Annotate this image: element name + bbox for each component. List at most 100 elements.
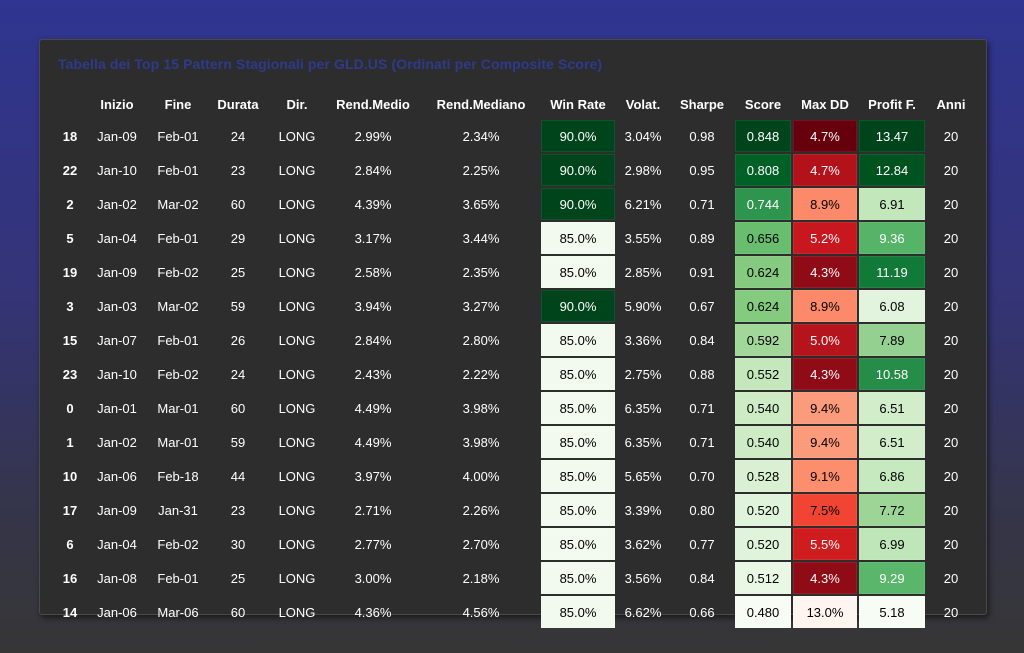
profit-factor-cell: 6.51 xyxy=(858,426,926,458)
duration-cell: 44 xyxy=(230,468,246,484)
score-cell-value: 0.512 xyxy=(735,562,791,594)
years-cell: 20 xyxy=(943,366,959,382)
direction-cell: LONG xyxy=(278,366,316,382)
win-rate-cell-value: 85.0% xyxy=(541,528,615,560)
profit-factor-cell-value: 7.72 xyxy=(859,494,925,526)
row-index: 23 xyxy=(62,366,78,382)
duration-cell: 25 xyxy=(230,264,246,280)
mean-return-cell: 2.71% xyxy=(354,502,392,518)
win-rate-cell-value: 90.0% xyxy=(541,188,615,220)
direction-cell: LONG xyxy=(278,536,316,552)
score-cell: 0.848 xyxy=(734,120,792,152)
win-rate-cell: 90.0% xyxy=(540,154,616,186)
col-header-direction: Dir. xyxy=(286,96,308,112)
max-dd-cell-value: 5.0% xyxy=(793,324,857,356)
end-cell: Mar-06 xyxy=(157,604,199,620)
profit-factor-cell-value: 13.47 xyxy=(859,120,925,152)
row-index: 16 xyxy=(62,570,78,586)
years-cell: 20 xyxy=(943,502,959,518)
table-row: 2 Jan-02 Mar-02 60 LONG 4.39% 3.65% 90.0% 6.21% 0… xyxy=(56,188,976,220)
score-cell: 0.528 xyxy=(734,460,792,492)
col-header-years: Anni xyxy=(936,96,966,112)
profit-factor-cell-value: 10.58 xyxy=(859,358,925,390)
years-cell: 20 xyxy=(943,264,959,280)
mean-return-cell: 2.99% xyxy=(354,128,392,144)
sharpe-cell: 0.71 xyxy=(689,400,715,416)
win-rate-cell-value: 85.0% xyxy=(541,426,615,458)
profit-factor-cell: 9.36 xyxy=(858,222,926,254)
volatility-cell: 2.85% xyxy=(624,264,662,280)
table-row: 3 Jan-03 Mar-02 59 LONG 3.94% 3.27% 90.0% 5.90% 0… xyxy=(56,290,976,322)
score-cell-value: 0.656 xyxy=(735,222,791,254)
profit-factor-cell-value: 6.86 xyxy=(859,460,925,492)
direction-cell: LONG xyxy=(278,196,316,212)
end-cell: Jan-31 xyxy=(158,502,198,518)
max-dd-cell: 5.5% xyxy=(792,528,858,560)
duration-cell: 29 xyxy=(230,230,246,246)
table-row: 6 Jan-04 Feb-02 30 LONG 2.77% 2.70% 85.0% 3.62% 0… xyxy=(56,528,976,560)
win-rate-cell-value: 90.0% xyxy=(541,120,615,152)
score-cell-value: 0.744 xyxy=(735,188,791,220)
score-cell-value: 0.528 xyxy=(735,460,791,492)
max-dd-cell: 4.3% xyxy=(792,358,858,390)
median-return-cell: 2.35% xyxy=(462,264,500,280)
mean-return-cell: 4.36% xyxy=(354,604,392,620)
win-rate-cell: 85.0% xyxy=(540,494,616,526)
max-dd-cell-value: 9.4% xyxy=(793,392,857,424)
profit-factor-cell-value: 9.36 xyxy=(859,222,925,254)
start-cell: Jan-09 xyxy=(97,264,137,280)
median-return-cell: 3.98% xyxy=(462,400,500,416)
score-cell-value: 0.592 xyxy=(735,324,791,356)
max-dd-cell: 5.0% xyxy=(792,324,858,356)
score-cell: 0.520 xyxy=(734,528,792,560)
score-cell-value: 0.848 xyxy=(735,120,791,152)
header-row: Inizio Fine Durata Dir. Rend.Medio Rend.… xyxy=(56,90,976,118)
start-cell: Jan-10 xyxy=(97,162,137,178)
max-dd-cell: 9.4% xyxy=(792,426,858,458)
col-header-max-dd: Max DD xyxy=(801,96,849,112)
table-row: 15 Jan-07 Feb-01 26 LONG 2.84% 2.80% 85.0% 3.36%… xyxy=(56,324,976,356)
start-cell: Jan-09 xyxy=(97,502,137,518)
mean-return-cell: 3.17% xyxy=(354,230,392,246)
mean-return-cell: 3.94% xyxy=(354,298,392,314)
duration-cell: 24 xyxy=(230,128,246,144)
win-rate-cell-value: 85.0% xyxy=(541,460,615,492)
volatility-cell: 3.62% xyxy=(624,536,662,552)
sharpe-cell: 0.71 xyxy=(689,434,715,450)
profit-factor-cell-value: 11.19 xyxy=(859,256,925,288)
mean-return-cell: 4.49% xyxy=(354,400,392,416)
win-rate-cell: 85.0% xyxy=(540,256,616,288)
years-cell: 20 xyxy=(943,332,959,348)
max-dd-cell: 8.9% xyxy=(792,188,858,220)
win-rate-cell: 85.0% xyxy=(540,324,616,356)
duration-cell: 26 xyxy=(230,332,246,348)
patterns-table: Inizio Fine Durata Dir. Rend.Medio Rend.… xyxy=(56,88,976,630)
volatility-cell: 3.04% xyxy=(624,128,662,144)
profit-factor-cell-value: 7.89 xyxy=(859,324,925,356)
score-cell: 0.624 xyxy=(734,290,792,322)
volatility-cell: 3.36% xyxy=(624,332,662,348)
win-rate-cell: 85.0% xyxy=(540,222,616,254)
end-cell: Mar-01 xyxy=(157,400,199,416)
col-header-win-rate: Win Rate xyxy=(550,96,606,112)
sharpe-cell: 0.80 xyxy=(689,502,715,518)
table-title: Tabella dei Top 15 Pattern Stagionali pe… xyxy=(58,56,603,72)
duration-cell: 60 xyxy=(230,400,246,416)
sharpe-cell: 0.98 xyxy=(689,128,715,144)
score-cell: 0.512 xyxy=(734,562,792,594)
max-dd-cell: 4.7% xyxy=(792,154,858,186)
direction-cell: LONG xyxy=(278,128,316,144)
score-cell: 0.480 xyxy=(734,596,792,628)
volatility-cell: 5.90% xyxy=(624,298,662,314)
table-row: 14 Jan-06 Mar-06 60 LONG 4.36% 4.56% 85.0% 6.62%… xyxy=(56,596,976,628)
table-row: 1 Jan-02 Mar-01 59 LONG 4.49% 3.98% 85.0% 6.35% 0… xyxy=(56,426,976,458)
table-row: 23 Jan-10 Feb-02 24 LONG 2.43% 2.22% 85.0% 2.75%… xyxy=(56,358,976,390)
max-dd-cell-value: 9.1% xyxy=(793,460,857,492)
direction-cell: LONG xyxy=(278,264,316,280)
start-cell: Jan-07 xyxy=(97,332,137,348)
row-index: 15 xyxy=(62,332,78,348)
max-dd-cell: 4.3% xyxy=(792,256,858,288)
col-header-profit-factor: Profit F. xyxy=(868,96,916,112)
win-rate-cell: 85.0% xyxy=(540,460,616,492)
score-cell: 0.540 xyxy=(734,392,792,424)
